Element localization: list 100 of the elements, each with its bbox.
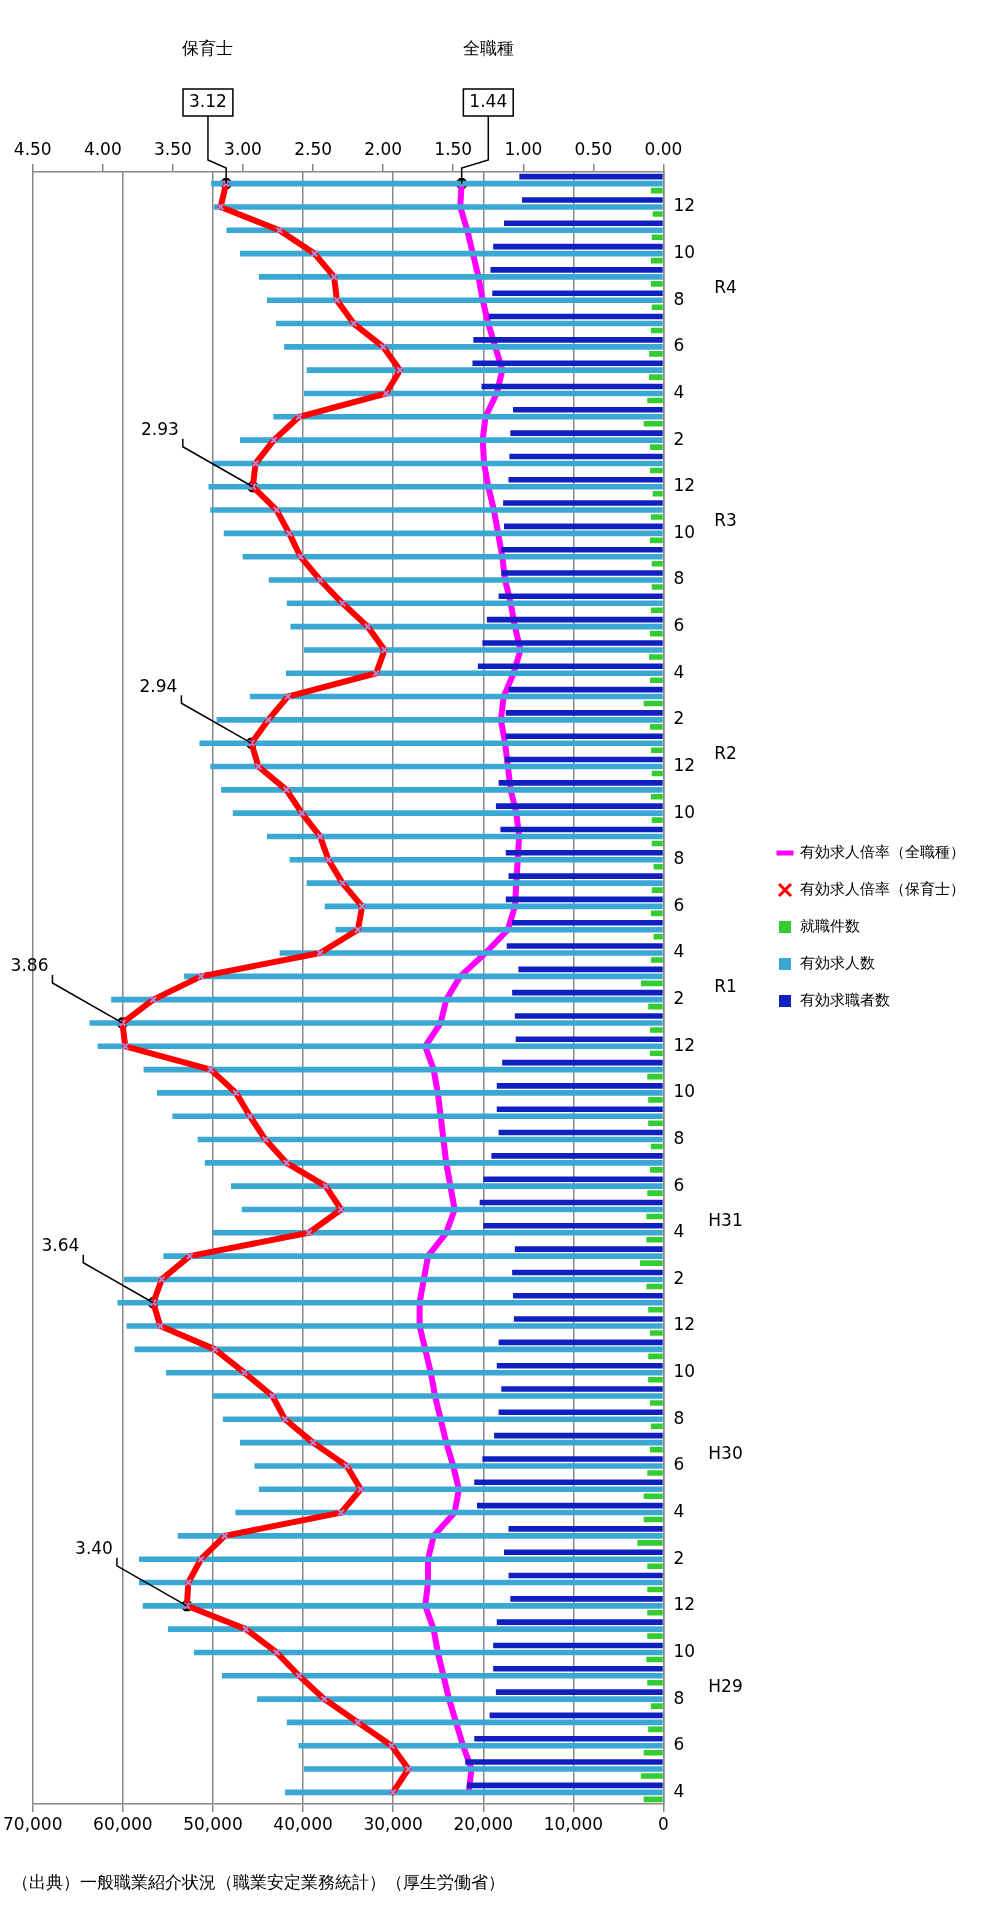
x-tick-label: 50,000 xyxy=(183,1813,243,1834)
bar xyxy=(643,1493,663,1500)
text: R1 xyxy=(714,976,737,997)
bar xyxy=(647,1610,663,1616)
bar xyxy=(221,1672,663,1679)
x-tick-label: 10,000 xyxy=(543,1813,604,1834)
bar xyxy=(649,1167,663,1173)
bar xyxy=(653,933,663,940)
bar xyxy=(210,507,663,513)
bar xyxy=(306,880,663,886)
x2-tick-label: 0.00 xyxy=(644,139,683,160)
bar xyxy=(474,1735,663,1742)
legend-label: 有効求人倍率（保育士） xyxy=(800,879,965,898)
y-tick-label: 12 xyxy=(673,475,696,496)
bar xyxy=(505,849,663,856)
bar xyxy=(650,607,663,614)
bar xyxy=(498,780,663,786)
bar xyxy=(504,523,663,530)
text: R2 xyxy=(714,743,737,764)
y-tick-label: 8 xyxy=(673,848,685,869)
bar xyxy=(157,1090,663,1096)
y-tick-label: 4 xyxy=(673,1780,685,1801)
bar xyxy=(643,1749,663,1756)
bar xyxy=(139,1556,663,1562)
bar xyxy=(651,584,663,590)
bar xyxy=(640,1260,663,1266)
bar xyxy=(502,1059,663,1066)
y-tick-label: 4 xyxy=(673,381,685,402)
x-tick-label: 60,000 xyxy=(93,1813,153,1834)
bar xyxy=(646,1283,663,1290)
bar xyxy=(177,1533,663,1539)
bar xyxy=(653,863,663,870)
bar xyxy=(163,1253,663,1259)
y-tick-label: 12 xyxy=(673,1314,696,1335)
bar xyxy=(213,204,663,210)
bar xyxy=(279,950,663,956)
bar xyxy=(649,724,663,730)
x-tick-label: 0 xyxy=(658,1813,669,1834)
bar xyxy=(650,794,663,800)
bar xyxy=(212,1393,663,1399)
bar xyxy=(492,290,663,297)
bar xyxy=(495,1689,663,1695)
bar xyxy=(648,1726,663,1733)
bar xyxy=(649,677,663,684)
bar xyxy=(472,360,663,366)
bar xyxy=(515,1036,663,1043)
bar xyxy=(230,1183,663,1189)
bar xyxy=(254,1463,663,1469)
bar xyxy=(504,1549,663,1555)
x-tick-label: 70,000 xyxy=(3,1813,63,1834)
bar xyxy=(258,1486,663,1493)
bar xyxy=(493,243,663,250)
bar xyxy=(496,1083,663,1089)
bar xyxy=(643,421,663,427)
bar xyxy=(646,1213,663,1220)
bar xyxy=(481,383,663,390)
bar xyxy=(500,826,663,833)
y-tick-label: 6 xyxy=(673,335,685,356)
bar xyxy=(126,1323,663,1329)
bar xyxy=(258,274,663,280)
bar xyxy=(289,856,663,863)
y-tick-label: 12 xyxy=(673,1594,696,1615)
bar xyxy=(649,537,663,544)
bar xyxy=(648,1120,663,1127)
bar xyxy=(647,1190,663,1196)
bar xyxy=(650,1143,663,1150)
bar xyxy=(513,1292,663,1299)
y-tick-label: 4 xyxy=(673,1221,685,1242)
bar xyxy=(239,437,663,443)
bar xyxy=(649,630,663,637)
bar xyxy=(204,1160,663,1166)
bar xyxy=(501,570,663,576)
bar xyxy=(510,1596,663,1602)
bar xyxy=(652,211,663,217)
bar xyxy=(649,1400,663,1406)
text: H29 xyxy=(708,1675,743,1696)
bar xyxy=(651,234,663,241)
bar xyxy=(506,943,663,949)
y-tick-label: 8 xyxy=(673,1127,685,1148)
bar xyxy=(494,1432,663,1439)
bar xyxy=(647,1563,663,1569)
text: H31 xyxy=(708,1209,743,1230)
bar xyxy=(298,1742,663,1749)
bar xyxy=(216,717,663,723)
y-tick-label: 6 xyxy=(673,1174,685,1195)
text: 保育士 xyxy=(182,38,234,59)
legend-label: 有効求職者数 xyxy=(800,990,890,1009)
bar xyxy=(496,1619,663,1625)
bar xyxy=(651,887,663,893)
legend-label: 就職件数 xyxy=(800,916,860,935)
bar xyxy=(648,1003,663,1010)
bar xyxy=(637,1540,663,1546)
y-tick-label: 12 xyxy=(673,1034,696,1055)
y-tick-label: 2 xyxy=(673,1267,685,1288)
y-tick-label: 6 xyxy=(673,1454,685,1475)
bar xyxy=(303,1766,663,1772)
bar xyxy=(650,187,663,194)
bar xyxy=(508,1526,663,1532)
bar xyxy=(512,1269,663,1276)
bar xyxy=(650,957,663,963)
